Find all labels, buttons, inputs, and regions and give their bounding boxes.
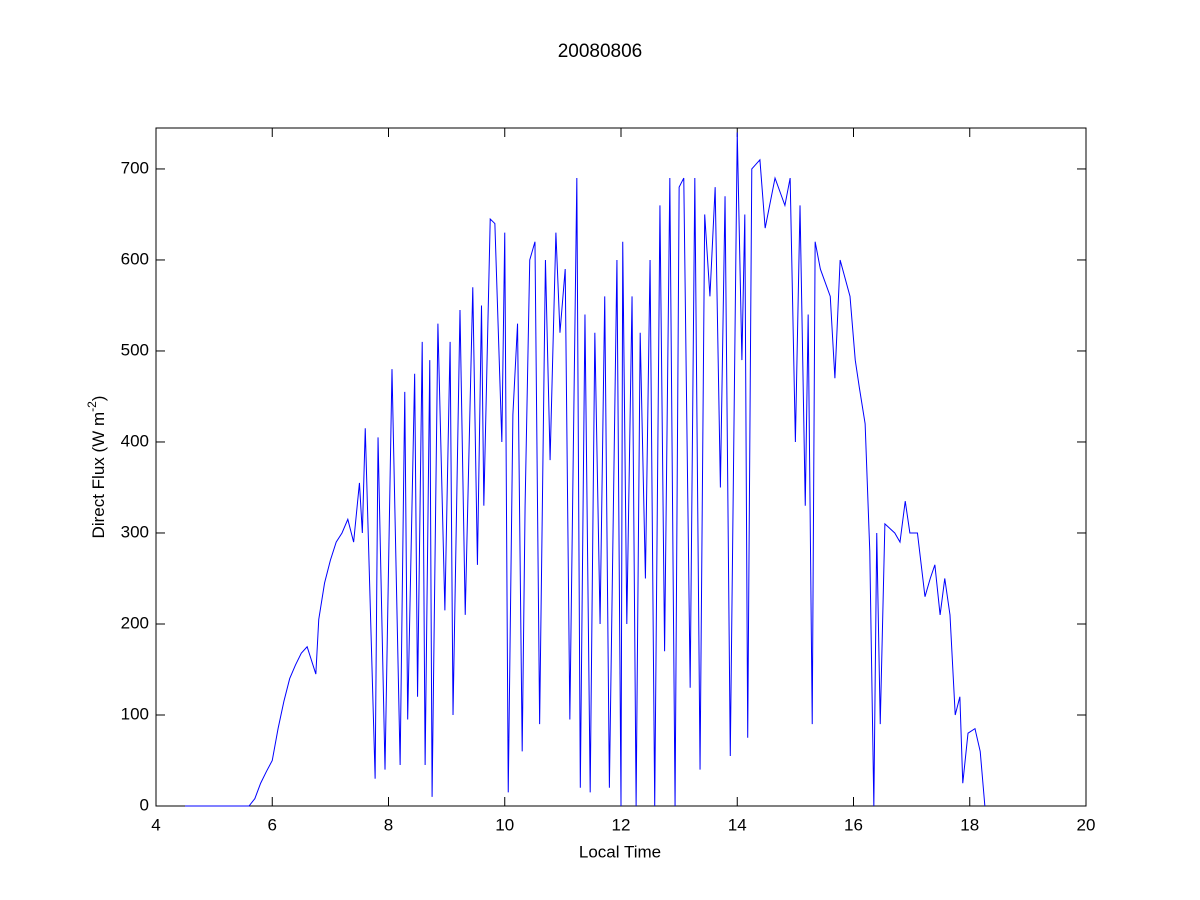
y-label-suffix: )	[89, 396, 108, 402]
y-label-text: Direct Flux (W m	[89, 412, 108, 539]
y-tick-label: 200	[121, 613, 149, 632]
y-label-superscript: -2	[85, 401, 99, 412]
x-tick-label: 10	[495, 815, 514, 834]
y-tick-label: 100	[121, 704, 149, 723]
x-tick-label: 8	[384, 815, 393, 834]
y-tick-label: 500	[121, 340, 149, 359]
y-tick-label: 300	[121, 522, 149, 541]
y-tick-label: 0	[140, 795, 149, 814]
x-tick-label: 4	[151, 815, 160, 834]
x-tick-label: 12	[612, 815, 631, 834]
y-axis-label: Direct Flux (W m-2)	[85, 396, 108, 539]
x-tick-label: 6	[268, 815, 277, 834]
x-tick-label: 18	[960, 815, 979, 834]
chart-title: 20080806	[558, 41, 643, 62]
y-tick-label: 400	[121, 431, 149, 450]
y-tick-label: 600	[121, 249, 149, 268]
x-tick-label: 16	[844, 815, 863, 834]
x-axis-label: Local Time	[579, 842, 661, 861]
x-tick-label: 20	[1077, 815, 1096, 834]
flux-line	[185, 132, 986, 807]
x-tick-label: 14	[728, 815, 747, 834]
y-tick-label: 700	[121, 158, 149, 177]
